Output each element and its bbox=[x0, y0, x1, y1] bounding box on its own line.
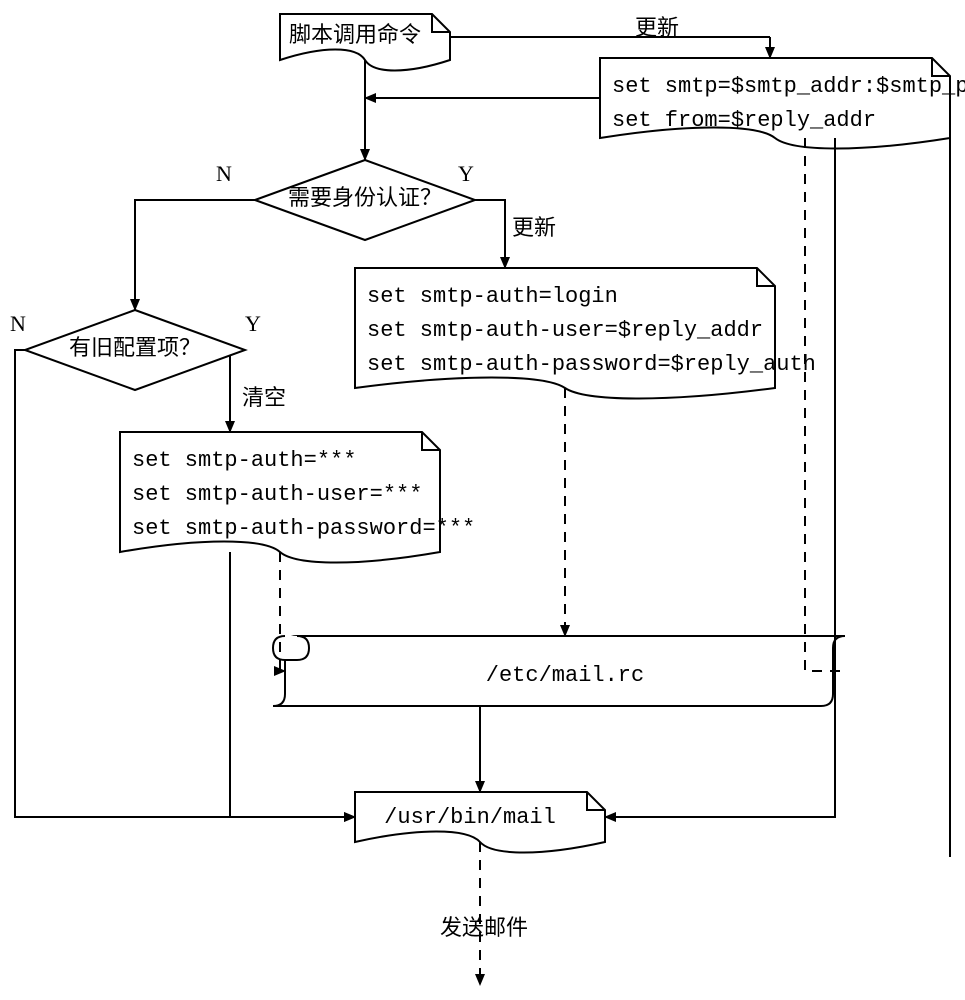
edge-auth-Y bbox=[475, 200, 505, 268]
label-text: /usr/bin/mail bbox=[384, 805, 556, 830]
label-text: /etc/mail.rc bbox=[486, 663, 644, 688]
label-text: 清空 bbox=[242, 385, 286, 410]
edge-right-down1 bbox=[605, 138, 835, 817]
label-text: set smtp-auth-user=*** bbox=[132, 482, 422, 507]
label-text: set smtp-auth-user=$reply_addr bbox=[367, 318, 763, 343]
label-text: Y bbox=[245, 311, 261, 336]
label-text: 更新 bbox=[512, 215, 556, 240]
label-text: set smtp-auth=*** bbox=[132, 448, 356, 473]
label-text: set smtp-auth-password=$reply_auth bbox=[367, 352, 816, 377]
label-text: set smtp=$smtp_addr:$smtp_port bbox=[612, 74, 965, 99]
label-text: 更新 bbox=[635, 15, 679, 40]
label-text: set smtp-auth=login bbox=[367, 284, 618, 309]
label-text: 脚本调用命令 bbox=[289, 22, 421, 47]
label-text: 需要身份认证？ bbox=[288, 185, 442, 210]
label-text: 有旧配置项？ bbox=[69, 335, 201, 360]
edge-cfg-smtp-dash bbox=[805, 138, 845, 671]
label-text: N bbox=[10, 311, 26, 336]
label-text: Y bbox=[458, 161, 474, 186]
label-text: set smtp-auth-password=*** bbox=[132, 516, 475, 541]
label-text: 发送邮件 bbox=[440, 915, 528, 940]
document-shape bbox=[600, 58, 950, 149]
label-text: N bbox=[216, 161, 232, 186]
edge-auth-N bbox=[135, 200, 255, 310]
edge-old-N bbox=[15, 350, 355, 817]
label-text: set from=$reply_addr bbox=[612, 108, 876, 133]
